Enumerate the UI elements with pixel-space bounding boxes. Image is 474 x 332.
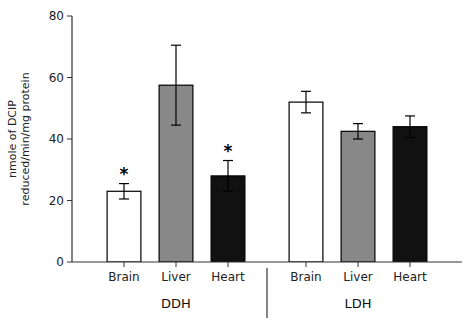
- x-axis: [72, 261, 462, 262]
- error-bar-cap: [171, 125, 181, 126]
- bar: [107, 191, 141, 262]
- error-bar-line: [123, 184, 124, 199]
- bar: [289, 102, 323, 262]
- x-tick: [306, 262, 307, 267]
- x-tick-label: Liver: [343, 270, 373, 284]
- error-bar-cap: [353, 138, 363, 139]
- group-separator: [266, 268, 267, 318]
- error-bar-line: [175, 45, 176, 125]
- y-axis: [71, 16, 72, 262]
- group-label: LDH: [344, 296, 371, 311]
- x-tick-label: Brain: [108, 270, 139, 284]
- bar: [341, 131, 375, 262]
- y-tick: [67, 200, 72, 201]
- error-bar-cap: [223, 191, 233, 192]
- y-tick-label: 20: [49, 194, 64, 208]
- y-tick-label: 60: [49, 71, 64, 85]
- error-bar: [301, 91, 311, 113]
- group-label: DDH: [161, 296, 191, 311]
- x-tick: [176, 262, 177, 267]
- y-tick: [67, 262, 72, 263]
- error-bar: [171, 45, 181, 125]
- y-tick-label: 0: [56, 255, 64, 269]
- annotation: *: [224, 141, 233, 161]
- x-tick-label: Heart: [393, 270, 427, 284]
- error-bar: [223, 161, 233, 192]
- error-bar-line: [409, 116, 410, 138]
- x-tick-label: Heart: [211, 270, 245, 284]
- error-bar: [405, 116, 415, 138]
- chart-svg: 0 20 40 60 80 nmole of DCIPreduced/min/mg pro…: [0, 0, 474, 332]
- error-bar-cap: [301, 112, 311, 113]
- error-bar-cap: [301, 91, 311, 92]
- y-tick: [67, 77, 72, 78]
- x-tick: [410, 262, 411, 267]
- error-bar-cap: [405, 115, 415, 116]
- error-bar-cap: [405, 137, 415, 138]
- x-tick: [358, 262, 359, 267]
- error-bar-cap: [353, 123, 363, 124]
- annotation: *: [120, 164, 129, 184]
- error-bar-cap: [119, 198, 129, 199]
- error-bar: [119, 184, 129, 199]
- bars: [107, 45, 427, 262]
- x-tick: [124, 262, 125, 267]
- error-bar-line: [227, 161, 228, 192]
- chart-container: 0 20 40 60 80 nmole of DCIPreduced/min/mg pro…: [0, 0, 474, 332]
- y-tick: [67, 139, 72, 140]
- y-tick-label: 40: [49, 132, 64, 146]
- y-axis-label-line: nmole of DCIP: [6, 100, 19, 178]
- x-tick: [228, 262, 229, 267]
- y-axis-label-line: reduced/min/mg protein: [19, 72, 32, 205]
- error-bar-cap: [171, 45, 181, 46]
- y-tick: [67, 16, 72, 17]
- y-axis-label: nmole of DCIPreduced/min/mg protein: [6, 72, 32, 205]
- y-tick-label: 80: [49, 9, 64, 23]
- x-tick-label: Liver: [161, 270, 191, 284]
- error-bar-line: [357, 124, 358, 139]
- bar: [393, 127, 427, 262]
- x-tick-label: Brain: [290, 270, 321, 284]
- error-bar: [353, 124, 363, 139]
- error-bar-line: [305, 91, 306, 113]
